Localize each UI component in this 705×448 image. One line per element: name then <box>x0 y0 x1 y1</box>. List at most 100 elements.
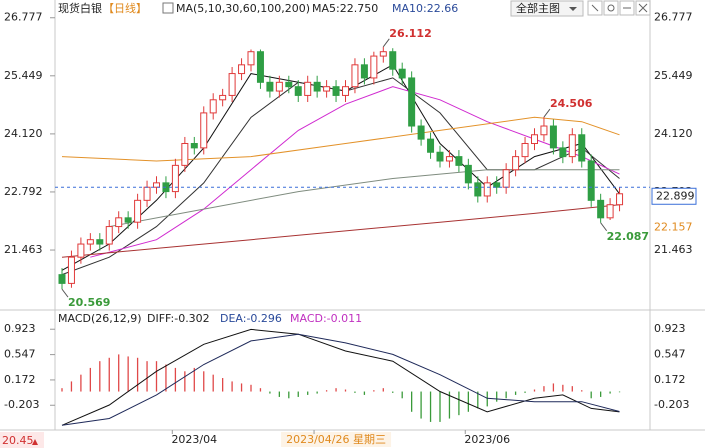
last-price-label: 22.899 <box>656 189 695 202</box>
y-tick-label-right: 0.172 <box>654 373 686 386</box>
candle-body <box>77 243 85 258</box>
candle-body <box>171 164 179 193</box>
annotation-pointer <box>382 38 390 48</box>
annotation-pointer <box>543 108 551 118</box>
candle-body <box>408 77 416 127</box>
candle-body <box>219 94 227 101</box>
indicator-line <box>61 204 620 258</box>
dea-label: DEA:-0.296 <box>220 312 282 325</box>
candle-body <box>483 182 491 197</box>
indicator-line <box>109 169 620 228</box>
macd-label: MACD:-0.011 <box>290 312 362 325</box>
candle-body <box>285 81 293 88</box>
candle-body <box>124 217 132 223</box>
menu-label[interactable]: 全部主图 <box>516 1 560 15</box>
candle-body <box>445 156 453 162</box>
candle-body <box>256 51 264 83</box>
y-tick-label-right: 24.120 <box>654 127 693 140</box>
candle-body <box>266 81 274 92</box>
y-tick-label: 24.120 <box>4 127 43 140</box>
candle-body <box>67 256 75 284</box>
candle-body <box>190 143 198 149</box>
y-tick-label: 0.923 <box>4 322 36 335</box>
candle-body <box>247 51 255 66</box>
instrument-title: 现货白银 <box>58 1 102 15</box>
candle-body <box>531 134 538 145</box>
candle-body <box>96 239 104 245</box>
candle-body <box>58 274 66 284</box>
annotation-pointer <box>61 288 69 298</box>
candle-body <box>342 86 349 96</box>
y-tick-label: 26.777 <box>4 11 43 24</box>
y-tick-label: 0.172 <box>4 373 36 386</box>
candle-body <box>389 51 397 70</box>
candle-body <box>493 182 501 188</box>
close-icon <box>638 3 648 13</box>
y-tick-label: 0.547 <box>4 348 36 361</box>
y-tick-label-right: 0.923 <box>654 322 686 335</box>
level-label: 22.157 <box>654 221 693 234</box>
x-tick-label: 2023/06 <box>464 433 510 446</box>
annotation: 24.506 <box>550 97 593 110</box>
candle-body <box>502 169 510 188</box>
candle-body <box>540 125 548 136</box>
candle-body <box>228 73 236 96</box>
candle-body <box>238 64 246 75</box>
corner-label: 20.45 <box>2 434 34 447</box>
indicator-line <box>61 333 620 426</box>
pin-icon <box>591 4 599 12</box>
menu-arrow <box>569 7 577 11</box>
candle-body <box>549 125 557 149</box>
candle-body <box>134 199 142 223</box>
candle-body <box>360 64 368 79</box>
indicator-line <box>90 86 620 258</box>
candle-body <box>521 143 529 158</box>
annotation-pointer <box>600 222 608 232</box>
candle-body <box>436 151 444 162</box>
candle-body <box>294 86 302 96</box>
y-tick-label: -0.203 <box>4 398 39 411</box>
corner-arrow <box>32 439 38 445</box>
candle-body <box>153 182 160 188</box>
ma10-value: MA10:22.66 <box>392 2 458 15</box>
diff-label: DIFF:-0.302 <box>147 312 210 325</box>
candle-body <box>597 199 605 219</box>
candle-body <box>587 160 595 201</box>
x-tick-label: 2023/04 <box>171 433 217 446</box>
y-tick-label-right: 25.449 <box>654 69 693 82</box>
candle-body <box>616 193 624 206</box>
annotation: 26.112 <box>389 27 431 40</box>
candle-body <box>512 156 520 171</box>
candle-body <box>427 138 435 153</box>
x-tick-label: 2023/04/26 星期三 <box>286 433 386 446</box>
candle-body <box>115 217 123 228</box>
candle-body <box>304 81 312 96</box>
annotation: 20.569 <box>68 296 110 309</box>
y-tick-label-right: 26.777 <box>654 11 693 24</box>
ma5-value: MA5:22.750 <box>312 2 378 15</box>
candle-body <box>181 143 189 166</box>
candle-body <box>351 64 359 88</box>
candle-body <box>398 68 406 79</box>
ma-toggle-icon[interactable] <box>162 2 174 14</box>
candle-body <box>559 147 567 158</box>
candle-body <box>209 99 217 114</box>
y-tick-label-right: -0.203 <box>654 398 689 411</box>
candle-body <box>200 112 208 149</box>
candle-body <box>464 164 472 184</box>
menu-button[interactable] <box>510 0 584 17</box>
candle-body <box>568 134 576 158</box>
y-tick-label: 21.463 <box>4 243 43 256</box>
candle-body <box>370 55 378 79</box>
y-tick-label-right: 21.463 <box>654 243 693 256</box>
candle-body <box>474 182 482 197</box>
candle-body <box>275 81 283 92</box>
annotation: 22.087 <box>607 230 649 243</box>
candle-body <box>379 51 387 57</box>
candle-body <box>417 125 425 140</box>
settings-button[interactable] <box>603 0 619 16</box>
y-tick-label: 25.449 <box>4 69 43 82</box>
candle-body <box>332 86 340 96</box>
period[interactable]: 【日线】 <box>103 1 147 15</box>
